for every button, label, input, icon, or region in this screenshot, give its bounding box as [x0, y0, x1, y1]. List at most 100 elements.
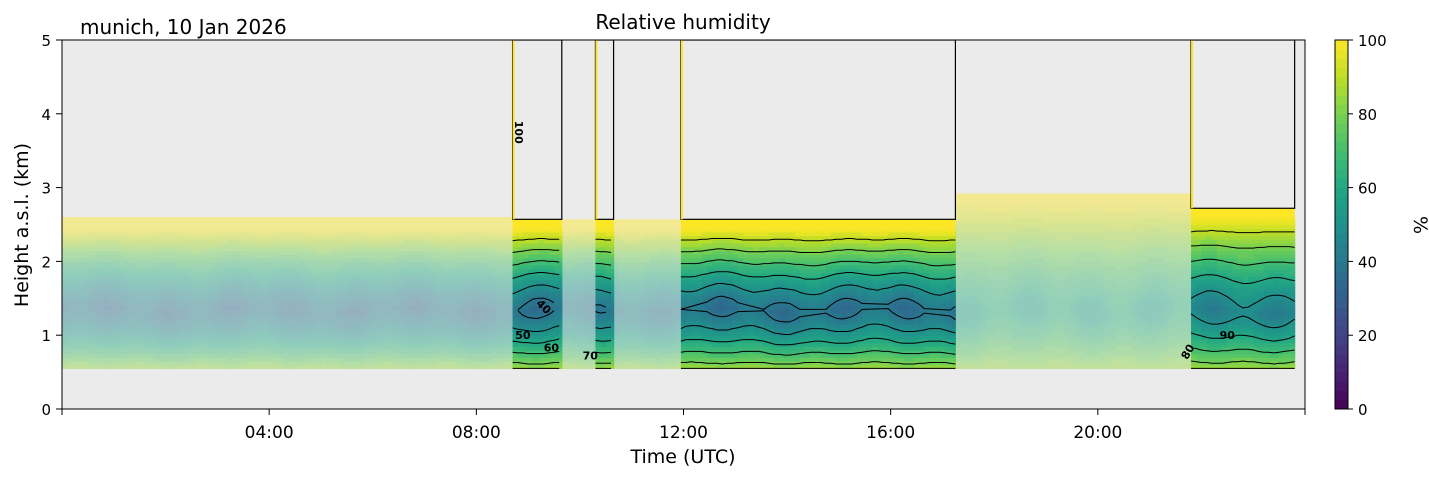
rh-cell [98, 235, 105, 240]
rh-cell [543, 276, 550, 281]
rh-cell [98, 357, 105, 362]
rh-cell [217, 349, 224, 355]
rh-cell [465, 235, 472, 240]
rh-cell [362, 342, 369, 347]
rh-cell [300, 294, 307, 299]
rh-cell [450, 294, 457, 299]
rh-cell [367, 290, 374, 296]
rh-cell [186, 239, 193, 244]
rh-cell [605, 305, 612, 310]
rh-cell [548, 309, 555, 314]
rh-cell [212, 261, 218, 266]
rh-cell [93, 246, 99, 251]
rh-cell [403, 276, 410, 281]
rh-cell [455, 290, 462, 296]
rh-cell [93, 327, 99, 333]
rh-cell [181, 305, 187, 310]
rh-cell [502, 349, 509, 355]
rh-cell [403, 290, 410, 296]
rh-cell [639, 257, 646, 262]
rh-cell [587, 265, 594, 270]
rh-cell [201, 228, 208, 233]
rh-cell [605, 320, 612, 325]
rh-cell [326, 327, 332, 333]
rh-cell [554, 335, 560, 340]
rh-cell [491, 287, 498, 292]
rh-cell [326, 231, 332, 237]
rh-cell [675, 246, 682, 251]
rh-cell [717, 335, 723, 340]
rh-cell [554, 228, 560, 233]
rh-cell [660, 276, 666, 281]
rh-cell [243, 250, 250, 255]
rh-cell [434, 313, 441, 318]
rh-cell [357, 294, 363, 299]
rh-cell [175, 228, 182, 233]
rh-cell [217, 309, 224, 314]
rh-cell [170, 309, 177, 314]
rh-cell [465, 324, 472, 329]
rh-cell [248, 316, 255, 322]
rh-cell [201, 235, 208, 240]
rh-cell [300, 342, 307, 347]
rh-cell [191, 242, 198, 248]
rh-cell [77, 342, 84, 347]
rh-cell [388, 246, 395, 251]
rh-cell [150, 327, 156, 333]
rh-cell [207, 272, 213, 277]
rh-cell [103, 327, 110, 333]
rh-cell [232, 309, 239, 314]
rh-cell [129, 235, 136, 240]
rh-cell [403, 335, 410, 340]
rh-cell [300, 242, 307, 248]
rh-cell [346, 309, 353, 314]
rh-cell [346, 231, 353, 237]
rh-cell [522, 246, 529, 251]
rh-cell [87, 231, 94, 237]
rh-cell [610, 268, 615, 274]
rh-cell [357, 342, 363, 347]
rh-cell [93, 349, 99, 355]
rh-cell [372, 361, 379, 366]
rh-cell [691, 361, 698, 366]
rh-cell [331, 324, 338, 329]
rh-cell [711, 342, 718, 347]
rh-cell [377, 257, 384, 262]
rh-cell [87, 265, 94, 270]
rh-cell [289, 349, 296, 355]
rh-cell [566, 353, 573, 358]
rh-cell [243, 346, 250, 351]
rh-cell [465, 239, 472, 244]
rh-cell [175, 364, 182, 370]
rh-cell [315, 313, 322, 318]
rh-cell [592, 294, 597, 299]
rh-cell [295, 242, 301, 248]
rh-cell [212, 320, 218, 325]
rh-cell [605, 353, 612, 358]
rh-cell [248, 265, 255, 270]
rh-cell [502, 228, 509, 233]
rh-cell [517, 239, 524, 244]
rh-cell [403, 316, 410, 322]
rh-cell [486, 298, 493, 303]
rh-cell [253, 305, 260, 310]
rh-cell [497, 342, 503, 347]
rh-cell [72, 364, 79, 370]
rh-cell [727, 364, 734, 370]
rh-cell [403, 349, 410, 355]
rh-cell [383, 287, 389, 292]
rh-cell [403, 235, 410, 240]
rh-cell [186, 228, 193, 233]
rh-cell [629, 287, 635, 292]
rh-cell [522, 279, 529, 285]
rh-cell [352, 235, 358, 240]
rh-cell [144, 298, 151, 303]
rh-cell [486, 242, 493, 248]
rh-cell [686, 305, 692, 310]
rh-cell [629, 257, 635, 262]
rh-cell [217, 346, 224, 351]
rh-cell [465, 313, 472, 318]
rh-cell [222, 276, 229, 281]
rh-cell [372, 349, 379, 355]
rh-cell [582, 242, 589, 248]
